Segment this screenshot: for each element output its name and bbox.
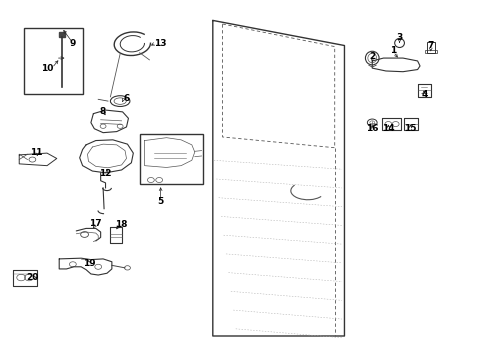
Text: 14: 14	[381, 123, 394, 132]
Text: 19: 19	[83, 259, 96, 268]
Bar	[59, 32, 64, 37]
Text: 9: 9	[69, 39, 76, 48]
Bar	[427, 42, 434, 53]
Text: 18: 18	[115, 220, 127, 229]
Text: 7: 7	[427, 41, 433, 50]
Text: 10: 10	[41, 64, 53, 73]
Bar	[424, 50, 436, 53]
Text: 16: 16	[365, 123, 378, 132]
Text: 20: 20	[26, 273, 39, 282]
Text: 11: 11	[29, 148, 42, 157]
Text: 17: 17	[89, 219, 102, 228]
Text: 3: 3	[396, 33, 402, 42]
Text: 2: 2	[368, 52, 375, 61]
Text: 6: 6	[123, 94, 129, 103]
Bar	[140, 134, 203, 184]
Text: 13: 13	[154, 39, 166, 48]
Bar	[24, 28, 82, 94]
Text: 8: 8	[100, 107, 106, 116]
Text: 12: 12	[99, 169, 112, 178]
Text: 5: 5	[157, 197, 163, 206]
Text: 15: 15	[403, 123, 416, 132]
Text: 4: 4	[421, 90, 427, 99]
Text: 1: 1	[389, 46, 396, 55]
